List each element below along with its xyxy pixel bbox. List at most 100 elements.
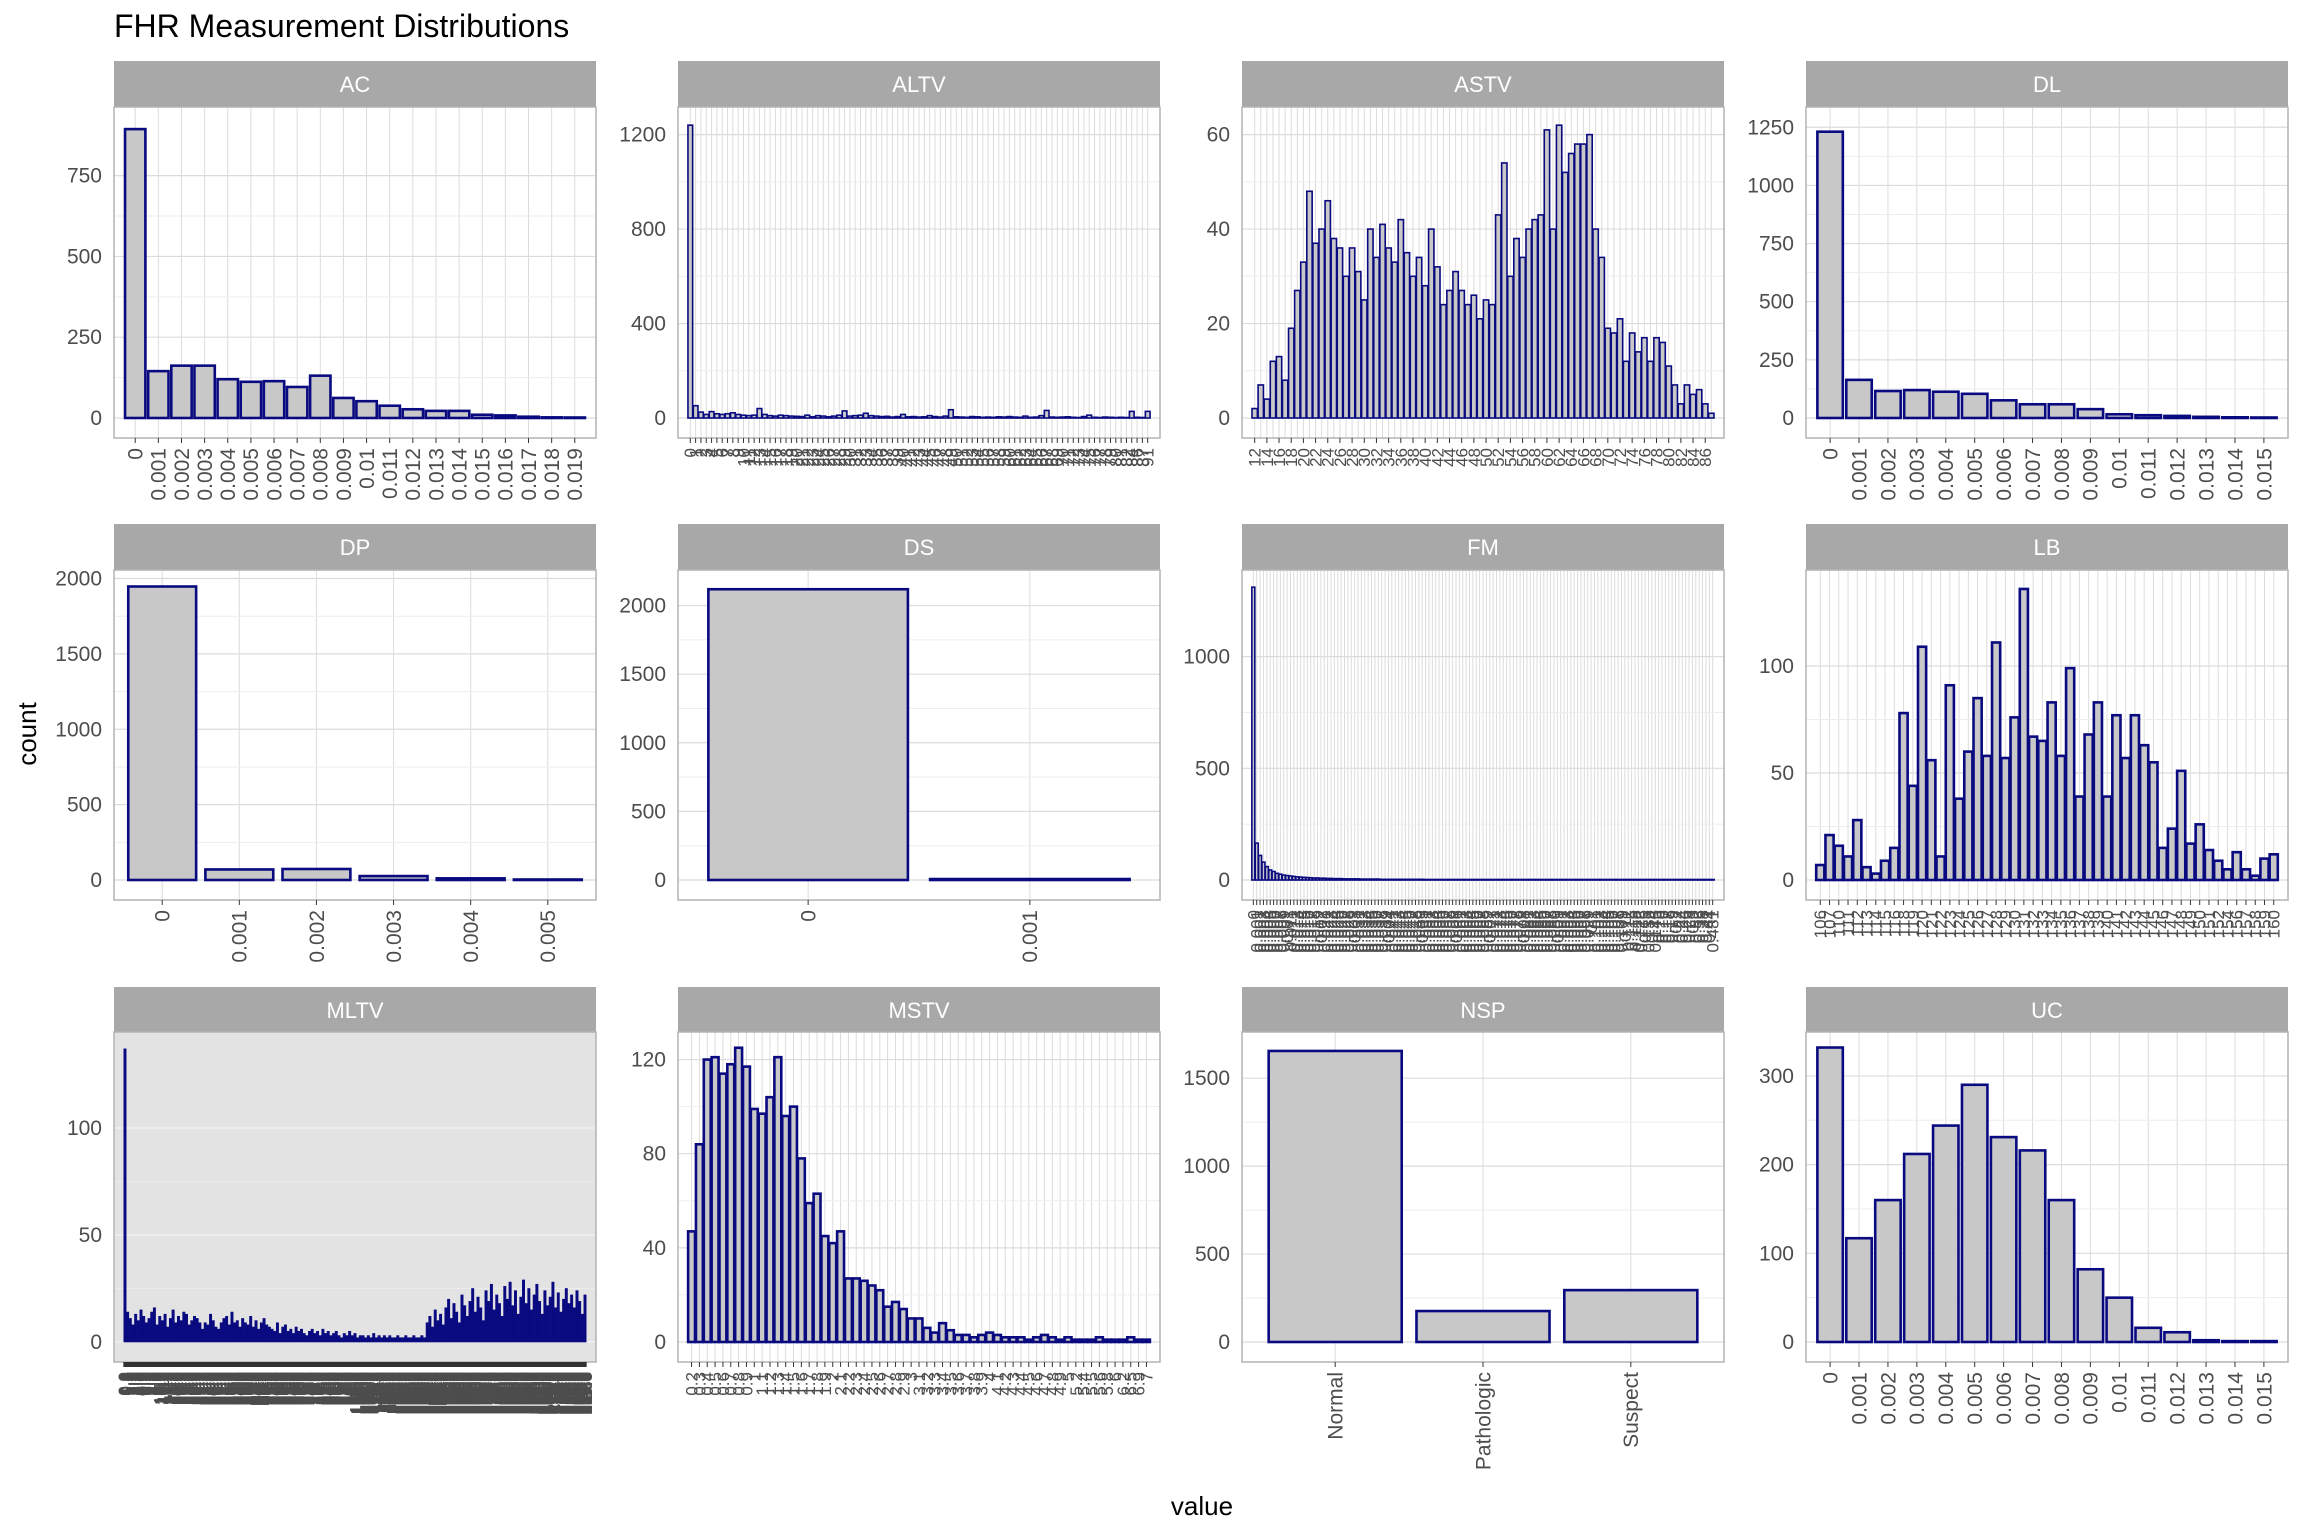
panel-border xyxy=(1805,106,2289,439)
bar xyxy=(910,415,917,419)
bar xyxy=(158,1316,162,1343)
x-tick-label: 1.4 xyxy=(120,1372,139,1396)
x-tick-label: 62 xyxy=(1550,448,1569,467)
x-tick-label: 23.4 xyxy=(198,1372,217,1405)
y-tick-label: 400 xyxy=(631,313,666,336)
x-tick-label: 0.028 xyxy=(1339,910,1358,953)
bar xyxy=(2166,827,2178,882)
x-tick-label: 19.1 xyxy=(183,1372,202,1405)
panel-border xyxy=(113,106,597,439)
bar xyxy=(420,1335,424,1343)
x-tick-label: 74 xyxy=(1075,448,1094,467)
x-tick-label: 52 xyxy=(1489,448,1508,467)
x-tick-label: 2.1 xyxy=(122,1372,141,1396)
bar xyxy=(163,1313,167,1343)
bar xyxy=(535,1283,539,1343)
bar xyxy=(1261,861,1266,881)
bar xyxy=(435,877,506,882)
bar xyxy=(334,1331,338,1343)
bar xyxy=(1960,1083,1989,1344)
x-tick-label: 11.2 xyxy=(155,1372,174,1404)
x-tick-label: 11.7 xyxy=(156,1372,175,1404)
bar xyxy=(147,1318,151,1343)
bar xyxy=(857,414,864,419)
x-tick-label: 28 xyxy=(830,448,849,467)
bar xyxy=(1366,228,1374,419)
x-tick-label: 2 xyxy=(692,448,711,457)
x-tick-label: 13.4 xyxy=(162,1372,181,1405)
x-tick-label: 6.5 xyxy=(138,1372,157,1396)
x-tick-label: 0.077 xyxy=(1504,910,1523,953)
x-tick-label: 1.2 xyxy=(119,1372,138,1396)
bar xyxy=(270,1328,274,1343)
bar xyxy=(1415,256,1423,419)
x-tick-label: 0.012 xyxy=(402,448,425,501)
x-tick-label: 0.053 xyxy=(1423,910,1442,953)
x-tick-label: 0.096 xyxy=(1569,910,1588,953)
x-tick-label: 21.4 xyxy=(191,1372,210,1405)
bar xyxy=(741,1065,752,1344)
x-tick-label: 123 xyxy=(1941,910,1960,938)
bar xyxy=(1345,878,1351,881)
x-tick-label: 6.9 xyxy=(139,1372,158,1396)
x-tick-label: 0.01 xyxy=(2109,1372,2132,1413)
bar xyxy=(1325,877,1330,881)
x-tick-label: 0.093 xyxy=(1558,910,1577,953)
x-tick-label: 18.8 xyxy=(182,1372,201,1405)
bar xyxy=(548,1296,552,1343)
x-tick-label: 18.5 xyxy=(181,1372,200,1405)
bar xyxy=(969,415,976,419)
bar xyxy=(262,379,286,420)
bar xyxy=(931,415,939,419)
bar xyxy=(2018,587,2030,882)
x-tick-label: 22.7 xyxy=(196,1372,215,1405)
x-tick-label: 115 xyxy=(1876,910,1895,937)
bar xyxy=(1666,878,1672,881)
bar xyxy=(1567,152,1575,419)
bar xyxy=(473,1311,477,1343)
x-tick-label: 76 xyxy=(1085,448,1104,467)
x-tick-label: 129 xyxy=(1996,910,2015,938)
y-tick-label: 0 xyxy=(654,407,666,430)
facet-nsp: NSP 0 500 1000 1500 Normal Pathologic Suspect xyxy=(1183,987,1725,1470)
x-tick-label: 15.2 xyxy=(169,1372,188,1405)
x-tick-label: 0.051 xyxy=(1417,910,1436,953)
x-tick-label: 43 xyxy=(910,448,929,467)
bar xyxy=(514,1290,517,1343)
bar xyxy=(867,414,875,419)
x-tick-label: 4.6 xyxy=(131,1372,150,1396)
bar xyxy=(1531,218,1539,419)
bar xyxy=(1467,878,1472,881)
x-tick-label: 71 xyxy=(1059,448,1078,467)
x-tick-label: 50 xyxy=(947,448,966,467)
x-tick-label: 0.021 xyxy=(1315,910,1334,953)
x-tick-label: 3 xyxy=(125,1372,144,1381)
bar xyxy=(428,1316,432,1343)
bar xyxy=(1430,878,1435,881)
bar xyxy=(1043,409,1050,419)
bar xyxy=(1642,878,1648,881)
bar xyxy=(1548,878,1553,881)
x-tick-label: 0.057 xyxy=(1437,910,1456,953)
x-tick-label: 7.3 xyxy=(141,1372,160,1396)
x-tick-label: 13.7 xyxy=(163,1372,182,1405)
bar xyxy=(2163,414,2192,420)
bar xyxy=(2076,407,2105,420)
x-tick-label: 0.005 xyxy=(240,448,263,501)
x-tick-label: 0.061 xyxy=(1450,910,1469,953)
bar xyxy=(733,1046,744,1344)
bar xyxy=(171,1309,175,1343)
bar xyxy=(348,1331,352,1343)
x-tick-label: 68 xyxy=(1043,448,1062,467)
bar xyxy=(1328,877,1334,881)
bar xyxy=(1436,878,1442,881)
bar xyxy=(230,1311,234,1343)
x-tick-label: 0.048 xyxy=(1406,910,1425,953)
x-tick-label: 3.2 xyxy=(126,1372,145,1396)
bar xyxy=(718,1072,728,1344)
bar xyxy=(1267,1049,1404,1344)
facet-astv: ASTV020406012141618202224262830323436384… xyxy=(1207,61,1725,467)
y-tick-label: 1500 xyxy=(55,643,102,666)
x-tick-label: 34 xyxy=(862,448,881,467)
bar xyxy=(1094,1335,1105,1344)
